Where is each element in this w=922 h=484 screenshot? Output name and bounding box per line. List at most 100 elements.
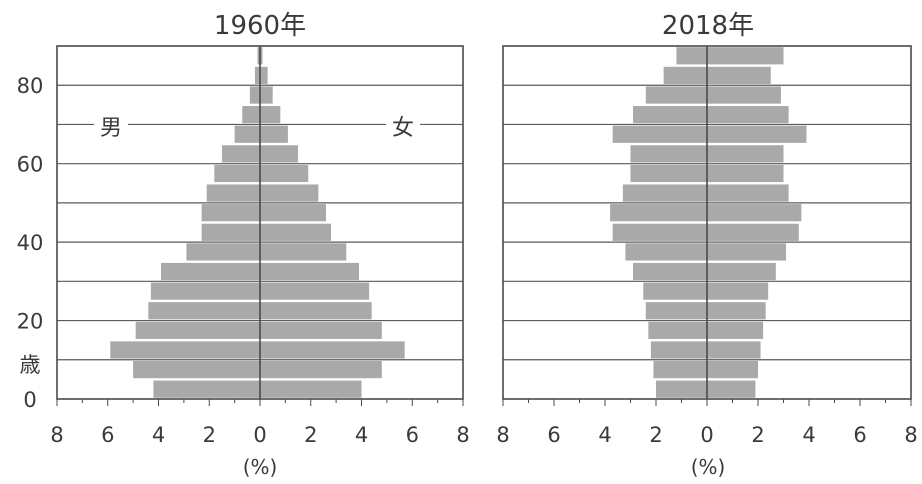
bar-male-55-59 [630, 164, 707, 183]
y-ticks-1960: 0 20 40 60 80 [17, 74, 44, 412]
bar-female-30-34 [260, 262, 359, 281]
bar-female-25-29 [707, 282, 769, 300]
x-tick-label: 8 [904, 423, 917, 447]
bar-female-45-49 [707, 204, 802, 222]
bar-female-50-54 [260, 184, 319, 202]
bar-male-5-9 [133, 360, 260, 379]
x-tick-label: 4 [598, 423, 611, 447]
bar-female-50-54 [707, 184, 789, 202]
x-tick-label: 4 [802, 423, 815, 447]
bar-female-70-74 [707, 106, 789, 124]
bar-female-80-84 [707, 66, 771, 85]
male-label: 男 [100, 116, 122, 141]
bar-male-5-9 [653, 360, 707, 379]
bar-male-15-19 [135, 321, 260, 339]
x-tick-label: 6 [406, 423, 419, 447]
bar-male-60-64 [221, 145, 260, 163]
bar-female-15-19 [707, 321, 764, 339]
chart-title-2018: 2018年 [662, 11, 754, 41]
bar-female-60-64 [707, 145, 784, 163]
y-tick-label: 60 [17, 153, 44, 177]
bar-male-10-14 [650, 341, 707, 359]
pyramid-2018: 2018年 8 6 4 2 0 2 4 6 8 (%) [496, 11, 917, 479]
bar-female-20-24 [707, 302, 766, 320]
x-tick-label: 2 [304, 423, 317, 447]
bar-male-20-24 [645, 302, 707, 320]
bar-male-75-79 [249, 86, 260, 104]
bar-female-10-14 [707, 341, 761, 359]
bar-male-80-84 [254, 66, 260, 85]
bar-male-50-54 [206, 184, 260, 202]
bar-female-40-44 [260, 223, 332, 241]
bar-female-55-59 [260, 164, 309, 183]
x-ticks-2018: 8 6 4 2 0 2 4 6 8 [496, 399, 918, 447]
bar-male-85-89 [676, 47, 707, 65]
bar-male-70-74 [633, 106, 707, 124]
bar-female-80-84 [260, 66, 268, 85]
x-tick-label: 4 [355, 423, 368, 447]
bar-female-45-49 [260, 204, 326, 222]
y-tick-label: 0 [23, 388, 36, 412]
x-tick-label: 6 [547, 423, 560, 447]
male-label-bg [94, 112, 128, 140]
x-ticks-1960: 8 6 4 2 0 2 4 6 8 [50, 399, 470, 447]
female-label: 女 [392, 116, 414, 141]
x-tick-label: 6 [101, 423, 114, 447]
bar-female-0-4 [707, 380, 756, 398]
bar-male-75-79 [645, 86, 707, 104]
bar-male-85-89 [257, 47, 260, 65]
bar-female-25-29 [260, 282, 370, 300]
x-tick-label: 2 [203, 423, 216, 447]
bar-male-65-69 [612, 125, 707, 143]
bar-female-0-4 [260, 380, 362, 398]
x-tick-label: 8 [456, 423, 469, 447]
bar-female-75-79 [260, 86, 273, 104]
y-tick-label: 80 [17, 74, 44, 98]
y-tick-label: 20 [17, 310, 44, 334]
bar-female-85-89 [707, 47, 784, 65]
bar-female-40-44 [707, 223, 799, 241]
bar-female-30-34 [707, 262, 776, 281]
bar-male-30-34 [633, 262, 707, 281]
bar-male-55-59 [214, 164, 260, 183]
female-label-bg [386, 112, 420, 140]
bar-female-55-59 [707, 164, 784, 183]
x-tick-label: 0 [253, 423, 266, 447]
bar-female-5-9 [260, 360, 382, 379]
bar-male-0-4 [153, 380, 260, 398]
chart-title-1960: 1960年 [214, 11, 306, 41]
bar-male-80-84 [663, 66, 707, 85]
bar-female-85-89 [260, 47, 263, 65]
bar-female-5-9 [707, 360, 758, 379]
x-tick-label: 6 [853, 423, 866, 447]
y-tick-label: 40 [17, 231, 44, 255]
x-unit-label-2018: (%) [691, 455, 726, 479]
bar-male-70-74 [242, 106, 260, 124]
bar-male-35-39 [625, 243, 707, 261]
bars-1960 [110, 47, 405, 398]
bar-female-70-74 [260, 106, 281, 124]
bar-male-25-29 [643, 282, 707, 300]
bar-female-65-69 [260, 125, 288, 143]
bar-female-35-39 [260, 243, 347, 261]
bar-female-35-39 [707, 243, 787, 261]
bar-male-20-24 [148, 302, 260, 320]
x-tick-label: 4 [152, 423, 165, 447]
bar-male-40-44 [612, 223, 707, 241]
x-tick-label: 8 [496, 423, 509, 447]
x-tick-label: 8 [50, 423, 63, 447]
bar-male-0-4 [656, 380, 707, 398]
bar-male-25-29 [150, 282, 260, 300]
bar-female-60-64 [260, 145, 299, 163]
bar-male-10-14 [110, 341, 260, 359]
bar-female-10-14 [260, 341, 405, 359]
x-tick-label: 2 [649, 423, 662, 447]
bar-female-15-19 [260, 321, 382, 339]
bar-male-30-34 [161, 262, 260, 281]
bar-male-15-19 [648, 321, 707, 339]
x-unit-label-1960: (%) [243, 455, 278, 479]
bar-female-20-24 [260, 302, 372, 320]
bar-male-50-54 [622, 184, 707, 202]
